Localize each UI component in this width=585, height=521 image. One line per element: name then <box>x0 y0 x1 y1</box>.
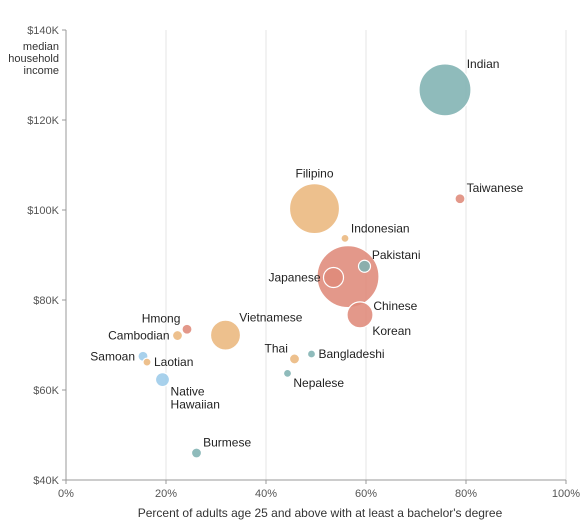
label-indian: Indian <box>467 57 500 71</box>
label-line: Chinese <box>373 299 417 313</box>
label-chinese: Chinese <box>373 299 417 313</box>
label-hmong: Hmong <box>142 312 181 326</box>
bubble-labels: Indian Taiwanese Filipino Indonesian Chinese… <box>90 57 523 449</box>
x-tick-label: 100% <box>552 488 580 500</box>
y-tick-label: $80K <box>33 295 59 307</box>
bubble-hmong <box>181 323 193 335</box>
label-korean: Korean <box>372 324 411 338</box>
x-tick-label: 40% <box>255 488 277 500</box>
label-burmese: Burmese <box>203 435 251 449</box>
label-line: Laotian <box>154 355 193 369</box>
label-taiwanese: Taiwanese <box>467 181 524 195</box>
axes <box>65 30 566 481</box>
label-vietnamese: Vietnamese <box>239 310 302 324</box>
bubble-nepalese <box>282 368 293 378</box>
label-line: Vietnamese <box>239 310 302 324</box>
label-line: Indonesian <box>351 221 410 235</box>
label-indonesian: Indonesian <box>351 221 410 235</box>
label-line: Native <box>171 385 205 399</box>
label-line: Thai <box>265 341 288 355</box>
x-tick-label: 60% <box>355 488 377 500</box>
x-tick-label: 80% <box>455 488 477 500</box>
label-line: Korean <box>372 324 411 338</box>
x-tick-label: 0% <box>58 488 74 500</box>
label-native-hawaiian: Native Hawaiian <box>171 385 220 412</box>
bubble-pakistani <box>357 259 372 273</box>
label-line: Hawaiian <box>171 398 220 412</box>
bubble-taiwanese <box>454 193 466 205</box>
label-line: Japanese <box>268 271 320 285</box>
label-line: Filipino <box>295 167 333 181</box>
bubble-burmese <box>190 447 203 459</box>
label-line: Hmong <box>142 312 181 326</box>
label-line: Nepalese <box>293 376 344 390</box>
y-tick-label: $60K <box>33 385 59 397</box>
y-tick-label: $120K <box>27 115 59 127</box>
y-tick-label: $140K <box>27 25 59 37</box>
label-bangladeshi: Bangladeshi <box>319 347 385 361</box>
bubble-filipino <box>288 183 341 235</box>
bubbles <box>137 63 472 459</box>
bubble-japanese <box>322 266 345 289</box>
label-pakistani: Pakistani <box>372 248 421 262</box>
bubble-indonesian <box>340 233 350 243</box>
label-line: Samoan <box>90 349 135 363</box>
bubble-korean <box>346 301 374 329</box>
label-line: Pakistani <box>372 248 421 262</box>
y-tick-label: $40K <box>33 475 59 487</box>
bubble-thai <box>288 353 301 365</box>
x-axis-title: Percent of adults age 25 and above with … <box>138 506 503 520</box>
y-axis-title-line: household <box>8 53 59 65</box>
label-line: Indian <box>467 57 500 71</box>
y-axis-title-line: median <box>23 41 59 53</box>
label-samoan: Samoan <box>90 349 135 363</box>
x-tick-label: 20% <box>155 488 177 500</box>
bubble-bangladeshi <box>306 349 317 359</box>
bubble-indian <box>418 63 472 117</box>
x-axis-ticks: 0% 20% 40% 60% 80% 100% <box>58 480 580 500</box>
label-japanese: Japanese <box>268 271 320 285</box>
label-laotian: Laotian <box>154 355 193 369</box>
bubble-native-hawaiian <box>154 372 171 388</box>
label-line: Bangladeshi <box>319 347 385 361</box>
bubble-laotian <box>142 357 152 367</box>
y-tick-label: $100K <box>27 205 59 217</box>
label-nepalese: Nepalese <box>293 376 344 390</box>
label-thai: Thai <box>265 341 288 355</box>
bubble-cambodian <box>171 329 184 342</box>
y-axis-title-line: income <box>24 65 59 77</box>
label-cambodian: Cambodian <box>108 329 169 343</box>
y-axis-ticks: $40K $60K $80K $100K $120K $140K <box>27 25 66 487</box>
label-line: Cambodian <box>108 329 169 343</box>
bubble-vietnamese <box>209 319 242 351</box>
label-line: Taiwanese <box>467 181 524 195</box>
label-line: Burmese <box>203 435 251 449</box>
label-filipino: Filipino <box>295 167 333 181</box>
